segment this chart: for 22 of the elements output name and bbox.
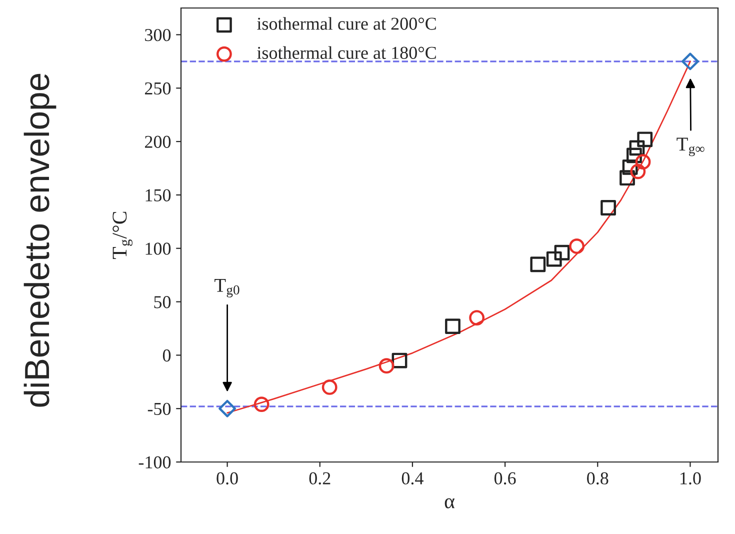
y-tick-label: 200 bbox=[144, 136, 171, 148]
x-tick-label: 0.2 bbox=[309, 472, 330, 485]
y-tick-label: -50 bbox=[148, 402, 171, 416]
legend-label: isothermal cure at 180°C bbox=[257, 46, 436, 59]
x-tick-label: 0.0 bbox=[216, 472, 238, 485]
annotation: T$_{g∞}$ bbox=[676, 138, 704, 156]
y-tick-label: 150 bbox=[146, 189, 171, 202]
x-tick-label: 1.0 bbox=[680, 472, 701, 485]
x-tick-label: 0.8 bbox=[587, 472, 608, 485]
legend-label: isothermal cure at 200°C bbox=[257, 17, 436, 30]
y-tick-label: -100 bbox=[138, 456, 171, 468]
y-tick-label: 250 bbox=[144, 82, 171, 95]
y-tick-label: 100 bbox=[146, 242, 171, 255]
y-tick-label: 50 bbox=[154, 296, 171, 308]
x-tick-label: 0.4 bbox=[402, 472, 424, 485]
y-tick-label: 0 bbox=[162, 349, 171, 362]
x-axis-title: α bbox=[444, 498, 454, 508]
text: diBenedetto envelope bbox=[24, 74, 56, 407]
annotation: T$_{g0}$ bbox=[214, 279, 240, 298]
x-tick-label: 0.6 bbox=[494, 472, 516, 485]
y-tick-label: 300 bbox=[145, 28, 171, 42]
y-axis-title: T$_{g}$/°C bbox=[112, 212, 132, 259]
